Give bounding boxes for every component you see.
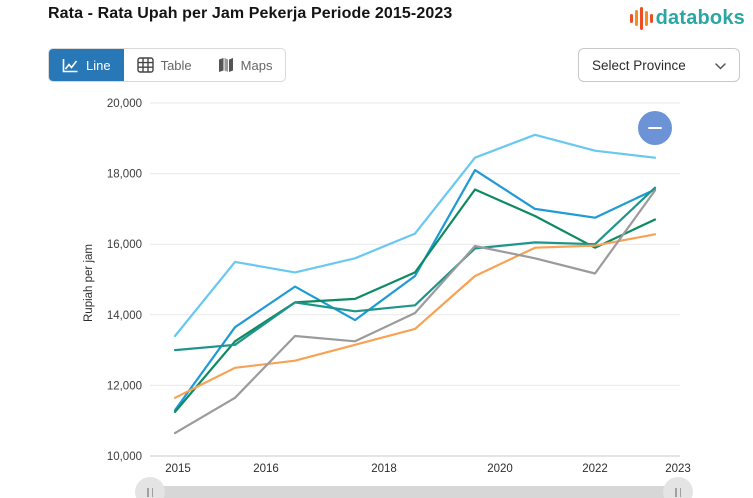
chevron-down-icon xyxy=(715,58,726,73)
x-tick-label: 2023 xyxy=(665,463,691,475)
series-orange[interactable] xyxy=(173,233,657,399)
x-tick-label: 2018 xyxy=(371,463,397,475)
tab-maps-label: Maps xyxy=(240,57,273,73)
databoks-logo[interactable]: databoks xyxy=(629,6,745,30)
series-skyblue[interactable] xyxy=(173,133,657,338)
y-tick-label: 14,000 xyxy=(107,310,142,322)
folded-map-icon xyxy=(218,57,234,73)
tab-table[interactable]: Table xyxy=(124,49,205,81)
tab-line-label: Line xyxy=(86,57,111,73)
series-teal[interactable] xyxy=(173,186,657,352)
series-green[interactable] xyxy=(173,188,657,413)
series-gray[interactable] xyxy=(173,189,657,435)
slider-handle-left[interactable] xyxy=(135,477,165,498)
tab-line[interactable]: Line xyxy=(49,49,124,81)
zoom-out-button[interactable] xyxy=(638,111,672,145)
databoks-logo-icon xyxy=(629,6,653,30)
x-range-slider-track[interactable] xyxy=(150,486,678,498)
line-chart-icon xyxy=(62,58,79,73)
x-tick-label: 2016 xyxy=(253,463,279,475)
select-province-label: Select Province xyxy=(592,57,686,73)
x-tick-label: 2022 xyxy=(582,463,608,475)
y-tick-label: 18,000 xyxy=(107,169,142,181)
y-tick-label: 16,000 xyxy=(107,239,142,251)
x-tick-label: 2020 xyxy=(487,463,513,475)
y-tick-label: 10,000 xyxy=(107,451,142,463)
x-tick-label: 2015 xyxy=(165,463,191,475)
page-title: Rata - Rata Upah per Jam Pekerja Periode… xyxy=(48,5,453,22)
chart-type-tabs: Line Table Maps xyxy=(48,48,287,82)
y-axis-label: Rupiah per jam xyxy=(83,244,95,322)
y-tick-label: 20,000 xyxy=(107,98,142,110)
tab-table-label: Table xyxy=(160,57,192,73)
y-tick-label: 12,000 xyxy=(107,380,142,392)
series-blue[interactable] xyxy=(173,169,657,412)
slider-handle-right[interactable] xyxy=(663,477,693,498)
select-province-dropdown[interactable]: Select Province xyxy=(578,48,740,82)
minus-icon xyxy=(648,126,662,130)
tab-maps[interactable]: Maps xyxy=(205,49,286,81)
table-grid-icon xyxy=(136,57,154,73)
databoks-logo-text: databoks xyxy=(655,6,745,29)
